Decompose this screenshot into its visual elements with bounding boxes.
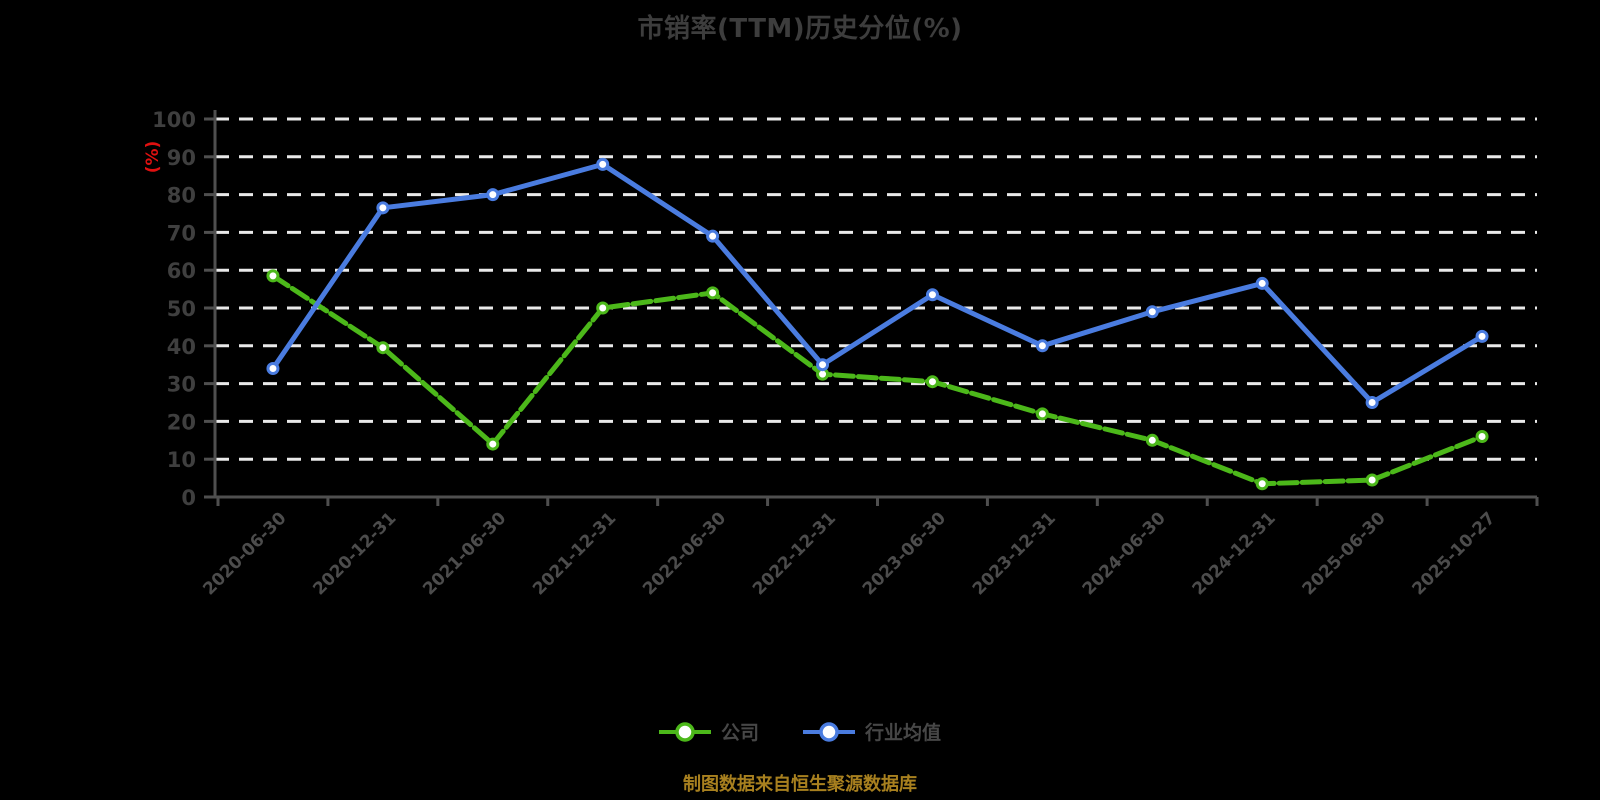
data-source-caption: 制图数据来自恒生聚源数据库 xyxy=(683,774,917,795)
x-tick-label: 2021-12-31 xyxy=(529,508,620,599)
y-tick-label: 60 xyxy=(167,259,196,283)
y-tick-label: 30 xyxy=(167,373,196,397)
y-tick-label: 0 xyxy=(181,486,196,510)
company-data-point-marker xyxy=(486,437,500,451)
legend-label-industry-average: 行业均值 xyxy=(865,722,942,744)
y-tick-label: 90 xyxy=(167,146,196,170)
company-data-point-marker xyxy=(1035,407,1049,421)
industry-data-point-marker xyxy=(376,201,390,215)
industry-data-point-marker xyxy=(1255,276,1269,290)
y-tick-label: 40 xyxy=(167,335,196,359)
company-data-point-marker xyxy=(925,375,939,389)
company-data-point-marker xyxy=(1475,430,1489,444)
company-data-point-marker xyxy=(1365,473,1379,487)
x-tick-label: 2025-10-27 xyxy=(1409,508,1500,599)
x-tick-label: 2021-06-30 xyxy=(419,508,510,599)
y-tick-label: 80 xyxy=(167,184,196,208)
x-tick-label: 2020-06-30 xyxy=(199,508,290,599)
company-series-line xyxy=(270,273,1485,487)
y-tick-label: 10 xyxy=(167,448,196,472)
x-tick-label: 2024-12-31 xyxy=(1189,508,1280,599)
industry-data-point-marker xyxy=(925,288,939,302)
x-tick-label: 2020-12-31 xyxy=(309,508,400,599)
industry-data-point-marker xyxy=(1365,396,1379,409)
industry-data-point-marker xyxy=(486,188,500,202)
x-tick-label: 2022-12-31 xyxy=(749,508,840,599)
industry-data-point-marker xyxy=(706,229,720,243)
chart-title: 市销率(TTM)历史分位(%) xyxy=(637,14,963,44)
y-tick-label: 70 xyxy=(167,221,196,245)
legend-label-company: 公司 xyxy=(720,722,759,744)
industry-series-marker-icon xyxy=(803,721,855,742)
industry-data-point-marker xyxy=(1475,329,1489,343)
y-tick-label: 20 xyxy=(167,410,196,434)
y-tick-label: 100 xyxy=(152,108,196,132)
legend-item-company[interactable]: 公司 xyxy=(658,718,759,745)
legend: 公司 行业均值 xyxy=(0,718,1600,745)
industry-series-line xyxy=(270,161,1485,405)
industry-data-point-marker xyxy=(1035,339,1049,353)
company-data-point-marker xyxy=(596,301,610,315)
x-tick-label: 2023-06-30 xyxy=(859,508,950,599)
industry-data-point-marker xyxy=(596,157,610,171)
company-data-point-marker xyxy=(376,341,390,355)
x-tick-label: 2024-06-30 xyxy=(1079,508,1170,599)
industry-data-point-marker xyxy=(1145,305,1159,319)
x-tick-label: 2025-06-30 xyxy=(1299,508,1390,599)
industry-data-point-marker xyxy=(816,358,830,372)
y-tick-label: 50 xyxy=(167,297,196,321)
company-data-point-marker xyxy=(706,286,720,300)
industry-data-point-marker xyxy=(266,361,280,375)
company-series-marker-icon xyxy=(658,721,711,742)
company-data-point-marker xyxy=(1145,433,1159,447)
legend-item-industry-average[interactable]: 行业均值 xyxy=(803,718,941,745)
company-data-point-marker xyxy=(266,269,280,283)
x-tick-label: 2022-06-30 xyxy=(639,508,730,599)
x-tick-label: 2023-12-31 xyxy=(969,508,1060,599)
company-data-point-marker xyxy=(1255,477,1269,491)
